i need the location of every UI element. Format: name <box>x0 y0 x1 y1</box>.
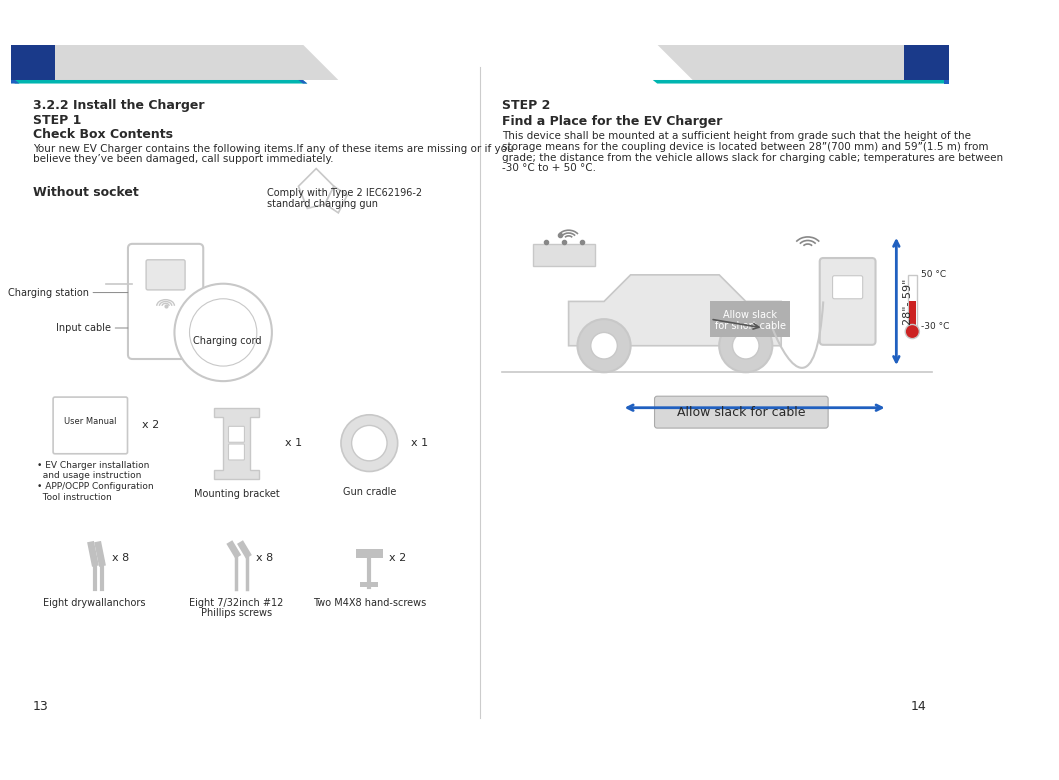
Bar <box>360 582 378 587</box>
FancyBboxPatch shape <box>229 427 245 442</box>
Polygon shape <box>11 44 55 80</box>
FancyBboxPatch shape <box>128 244 203 359</box>
Bar <box>909 301 916 328</box>
Text: 13: 13 <box>33 700 49 713</box>
Text: -30 °C to + 50 °C.: -30 °C to + 50 °C. <box>502 163 596 173</box>
FancyBboxPatch shape <box>832 276 863 299</box>
FancyBboxPatch shape <box>229 444 245 460</box>
Text: and usage instruction: and usage instruction <box>37 471 142 480</box>
Polygon shape <box>658 44 949 80</box>
Text: Eight drywallanchors: Eight drywallanchors <box>43 598 146 608</box>
Text: Mounting bracket: Mounting bracket <box>194 489 280 499</box>
Text: Eight 7/32inch #12: Eight 7/32inch #12 <box>190 598 284 608</box>
Bar <box>533 244 595 266</box>
Bar <box>356 549 382 558</box>
Text: Check Box Contents: Check Box Contents <box>33 128 173 141</box>
Polygon shape <box>652 80 949 83</box>
Polygon shape <box>945 80 949 83</box>
Text: for short cable: for short cable <box>715 321 786 331</box>
Text: Two M4X8 hand-screws: Two M4X8 hand-screws <box>312 598 426 608</box>
Polygon shape <box>325 186 347 213</box>
Text: This device shall be mounted at a sufficient height from grade such that the hei: This device shall be mounted at a suffic… <box>502 131 971 141</box>
Text: Tool instruction: Tool instruction <box>37 493 112 502</box>
Text: Allow slack for cable: Allow slack for cable <box>677 406 806 419</box>
Text: x 8: x 8 <box>256 553 273 563</box>
Circle shape <box>719 319 772 372</box>
Circle shape <box>591 332 617 359</box>
Bar <box>711 301 790 337</box>
Text: x 2: x 2 <box>389 553 406 563</box>
Text: Input cable: Input cable <box>56 323 111 333</box>
Text: Comply with Type 2 IEC62196-2: Comply with Type 2 IEC62196-2 <box>268 188 423 198</box>
Text: • EV Charger installation: • EV Charger installation <box>37 461 149 470</box>
Text: 28"- 59": 28"- 59" <box>903 278 914 324</box>
Text: Allow slack: Allow slack <box>723 310 777 320</box>
FancyBboxPatch shape <box>820 258 876 345</box>
Text: Find a Place for the EV Charger: Find a Place for the EV Charger <box>502 115 722 129</box>
Polygon shape <box>11 80 19 83</box>
Text: Phillips screws: Phillips screws <box>201 608 272 618</box>
Circle shape <box>905 324 919 339</box>
Polygon shape <box>904 44 949 80</box>
Text: Charging cord: Charging cord <box>194 336 262 346</box>
Text: x 2: x 2 <box>142 420 159 431</box>
Text: x 8: x 8 <box>112 553 129 563</box>
Polygon shape <box>11 44 338 80</box>
Text: -30 °C: -30 °C <box>921 321 950 331</box>
Circle shape <box>175 284 272 381</box>
Text: User Manual: User Manual <box>64 417 116 426</box>
Text: Without socket: Without socket <box>33 186 139 199</box>
Text: STEP 1: STEP 1 <box>33 114 82 126</box>
FancyBboxPatch shape <box>654 396 828 428</box>
Polygon shape <box>299 80 307 83</box>
Text: 14: 14 <box>911 700 927 713</box>
Text: believe they’ve been damaged, call support immediately.: believe they’ve been damaged, call suppo… <box>33 154 334 165</box>
Text: 50 °C: 50 °C <box>921 271 947 279</box>
Text: • APP/OCPP Configuration: • APP/OCPP Configuration <box>37 482 154 491</box>
Circle shape <box>341 415 398 471</box>
Text: x 1: x 1 <box>411 438 428 448</box>
Polygon shape <box>11 80 307 83</box>
Text: Charging station: Charging station <box>7 288 89 297</box>
Circle shape <box>352 425 387 461</box>
Text: standard charging gun: standard charging gun <box>268 199 378 209</box>
Circle shape <box>190 299 257 366</box>
FancyBboxPatch shape <box>146 260 185 290</box>
Polygon shape <box>569 275 782 346</box>
Text: storage means for the coupling device is located between 28”(700 mm) and 59”(1.5: storage means for the coupling device is… <box>502 142 989 152</box>
Polygon shape <box>299 168 334 208</box>
Text: Gun cradle: Gun cradle <box>343 488 396 498</box>
Text: 3.2.2 Install the Charger: 3.2.2 Install the Charger <box>33 100 204 112</box>
Bar <box>908 275 917 328</box>
Circle shape <box>577 319 630 372</box>
FancyBboxPatch shape <box>53 397 127 454</box>
Text: grade; the distance from the vehicle allows slack for charging cable; temperatur: grade; the distance from the vehicle all… <box>502 153 1003 162</box>
Text: Your new EV Charger contains the following items.If any of these items are missi: Your new EV Charger contains the followi… <box>33 144 514 154</box>
Text: x 1: x 1 <box>285 438 302 448</box>
Text: STEP 2: STEP 2 <box>502 100 551 112</box>
Circle shape <box>733 332 759 359</box>
Polygon shape <box>214 408 258 479</box>
